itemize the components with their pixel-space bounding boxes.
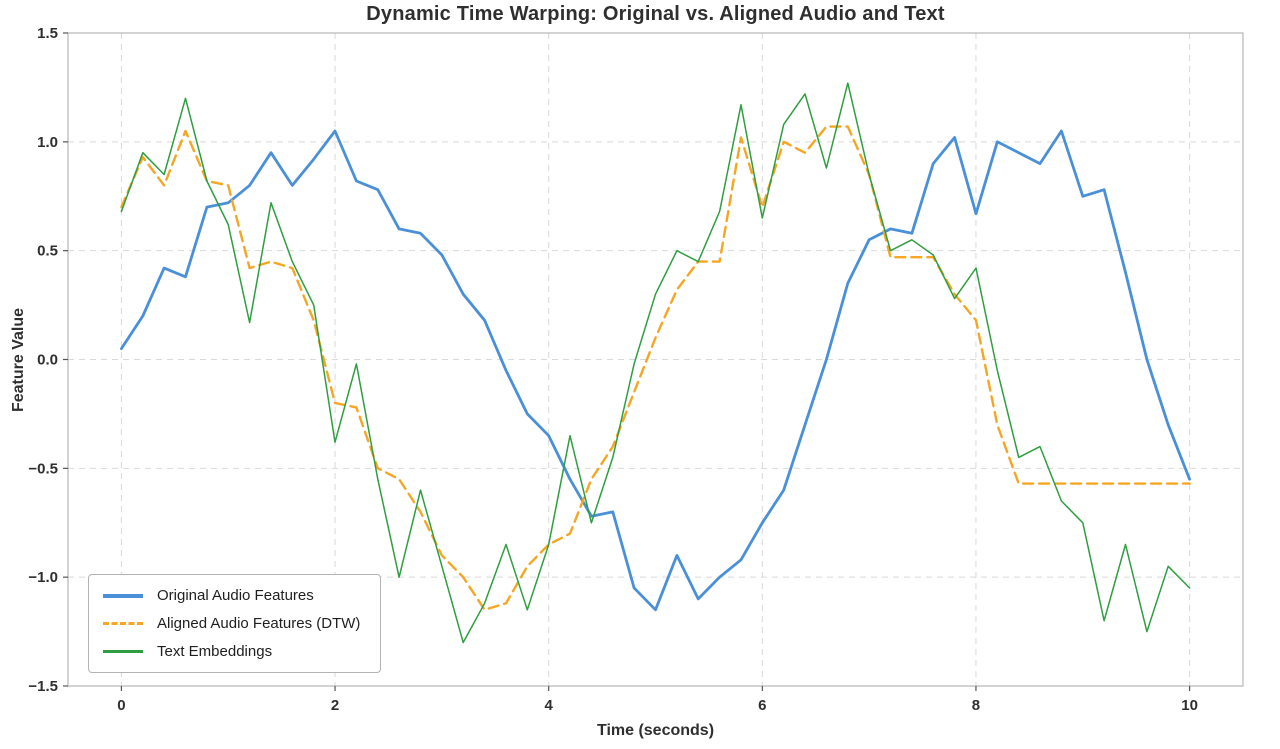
y-tick-label: −1.0 [28,569,58,586]
x-axis-label: Time (seconds) [596,722,715,739]
chart-title: Dynamic Time Warping: Original vs. Align… [366,3,945,25]
legend-label-original-audio: Original Audio Features [157,587,314,604]
x-tick-label: 2 [331,697,339,714]
y-tick-label: 0.5 [37,243,58,260]
legend-item-original-audio: Original Audio Features [103,587,360,604]
x-tick-label: 4 [545,697,554,714]
y-tick-label: −0.5 [28,460,58,477]
series-line-1 [120,125,1191,611]
legend-line-sample-original-audio [103,593,143,598]
x-tick-label: 8 [972,697,980,714]
legend-line-sample-aligned-audio [103,622,143,625]
legend-item-text-embeddings: Text Embeddings [103,643,360,660]
y-tick-label: 1.5 [37,25,58,42]
legend-line-sample-text-embeddings [103,650,143,653]
series-line-0 [120,129,1191,612]
legend: Original Audio Features Aligned Audio Fe… [88,574,382,673]
legend-label-aligned-audio: Aligned Audio Features (DTW) [157,615,361,632]
y-tick-label: −1.5 [28,678,58,695]
x-tick-label: 6 [758,697,766,714]
x-tick-label: 10 [1181,697,1198,714]
y-axis-label: Feature Value [10,307,27,413]
legend-label-text-embeddings: Text Embeddings [157,643,273,660]
tick-labels: 0 2 4 6 8 10 −1.5 −1.0 −0.5 0.0 0.5 1.0 1.5 [28,25,1198,714]
y-tick-label: 1.0 [37,134,58,151]
y-tick-label: 0.0 [37,352,58,369]
legend-item-aligned-audio: Aligned Audio Features (DTW) [103,615,360,632]
x-tick-label: 0 [117,697,125,714]
series-line-2 [120,82,1191,644]
